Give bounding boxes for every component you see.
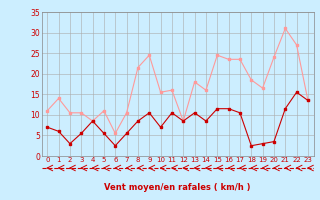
Text: Vent moyen/en rafales ( km/h ): Vent moyen/en rafales ( km/h ) [104, 182, 251, 192]
